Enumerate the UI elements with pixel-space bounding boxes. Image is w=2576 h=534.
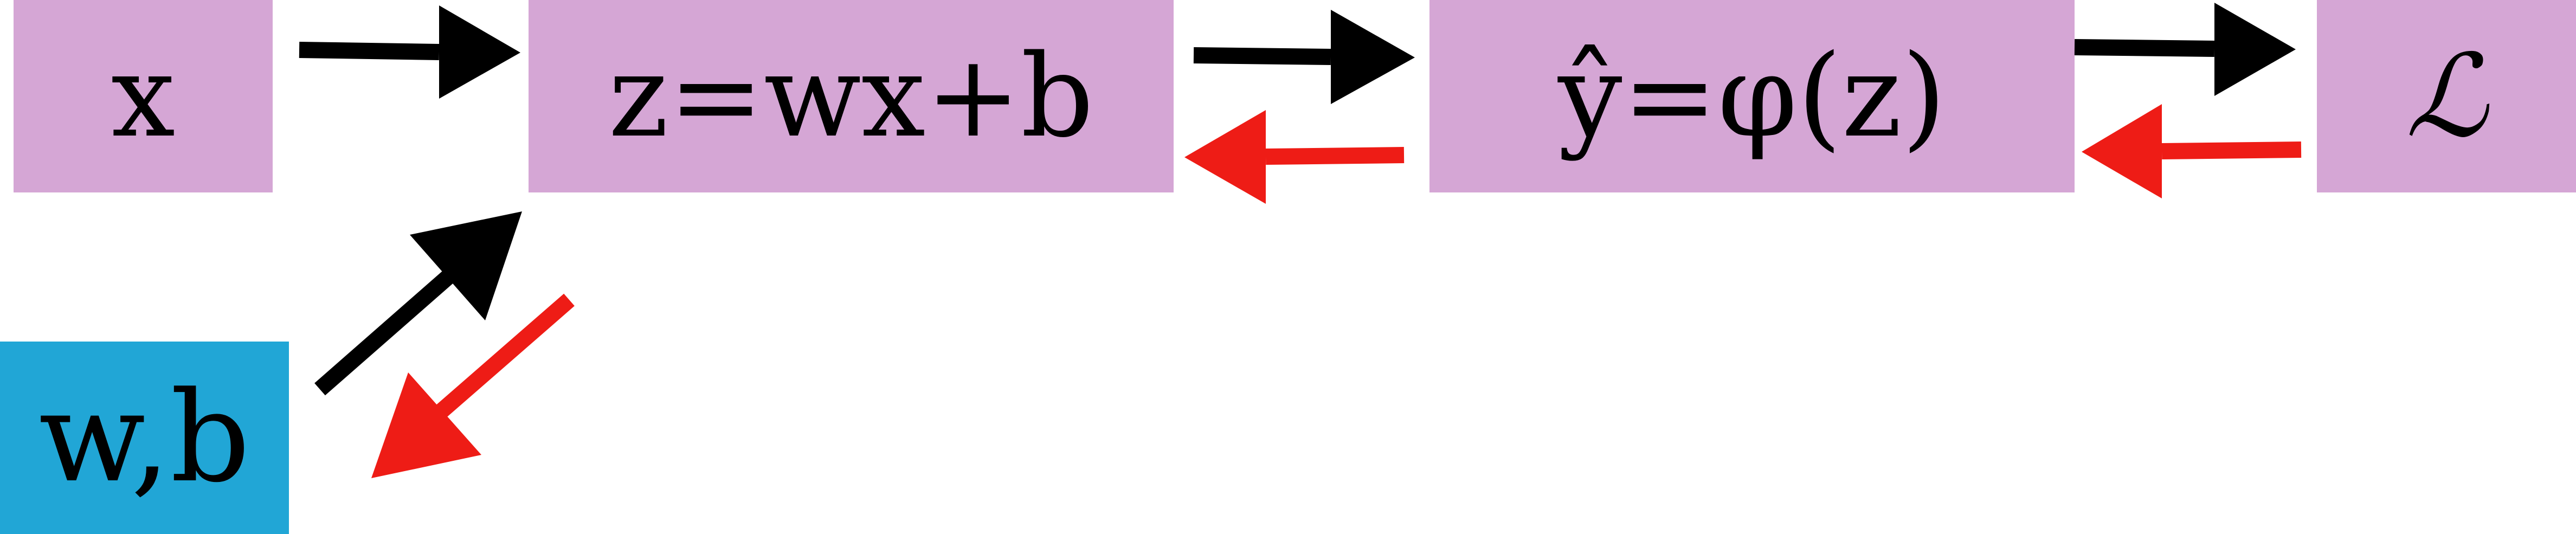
forward-arrow-yhat-to-loss [2074, 3, 2296, 96]
input-node-x: x [14, 0, 273, 192]
input-node-label: x [111, 29, 176, 163]
backward-arrow-loss-to-yhat [2082, 104, 2302, 198]
backward-arrow-z-to-wb [371, 293, 575, 478]
params-node-label: w,b [38, 365, 250, 510]
params-node-wb: w,b [0, 342, 289, 534]
forward-arrow-x-to-z [299, 5, 520, 99]
loss-node: ℒ [2317, 0, 2576, 192]
activation-node-yhat: ŷ=φ(z) [1429, 0, 2075, 192]
activation-node-label: ŷ=φ(z) [1557, 29, 1947, 163]
linear-node-z: z=wx+b [529, 0, 1174, 192]
forward-arrow-wb-to-z [314, 211, 522, 396]
backward-arrow-yhat-to-z [1184, 110, 1405, 204]
loss-node-label: ℒ [2405, 29, 2488, 163]
forward-arrow-z-to-yhat [1193, 10, 1415, 104]
linear-node-label: z=wx+b [608, 29, 1094, 163]
